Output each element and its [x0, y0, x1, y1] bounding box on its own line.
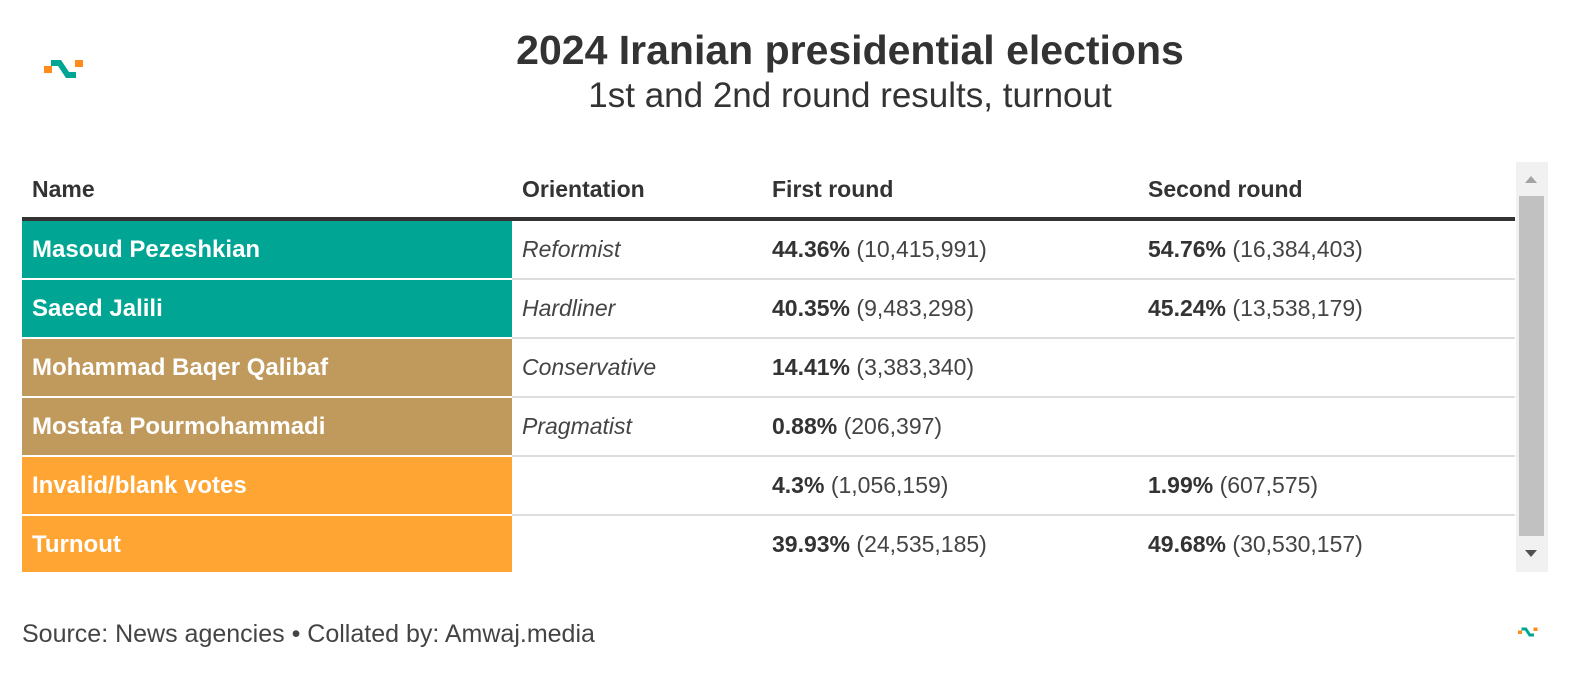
- first-round-percentage: 44.36%: [772, 236, 851, 262]
- column-header-orientation: Orientation: [512, 162, 762, 221]
- table-header-row: Name Orientation First round Second roun…: [22, 162, 1515, 221]
- row-second-round-cell: 1.99% (607,575): [1138, 456, 1515, 516]
- column-header-second-round: Second round: [1138, 162, 1515, 221]
- results-table: Name Orientation First round Second roun…: [22, 162, 1515, 572]
- chart-subtitle: 1st and 2nd round results, turnout: [588, 76, 1112, 115]
- row-first-round-cell: 14.41% (3,383,340): [762, 338, 1138, 398]
- table-row: Turnout 39.93% (24,535,185) 49.68% (30,530…: [22, 515, 1515, 572]
- amwaj-logo-icon: [44, 60, 83, 78]
- row-first-round-cell: 40.35% (9,483,298): [762, 279, 1138, 339]
- first-round-vote-count: (24,535,185): [856, 531, 987, 557]
- table-row: Mohammad Baqer Qalibaf Conservative 14.41%…: [22, 338, 1515, 398]
- chart-title: 2024 Iranian presidential elections: [516, 27, 1184, 73]
- row-second-round-cell: [1138, 338, 1515, 398]
- chart-header: 2024 Iranian presidential elections 1st …: [0, 26, 1592, 118]
- row-second-round-cell: 54.76% (16,384,403): [1138, 219, 1515, 280]
- scroll-thumb[interactable]: [1519, 196, 1544, 536]
- scroll-up-arrow-icon[interactable]: [1525, 176, 1537, 183]
- first-round-percentage: 0.88%: [772, 413, 838, 439]
- second-round-percentage: 1.99%: [1148, 472, 1214, 498]
- first-round-percentage: 40.35%: [772, 295, 851, 321]
- second-round-percentage: 45.24%: [1148, 295, 1227, 321]
- second-round-percentage: 49.68%: [1148, 531, 1227, 557]
- results-table-container[interactable]: Name Orientation First round Second roun…: [22, 162, 1515, 572]
- first-round-vote-count: (9,483,298): [856, 295, 975, 321]
- row-first-round-cell: 0.88% (206,397): [762, 397, 1138, 457]
- table-row: Masoud Pezeshkian Reformist 44.36% (10,415…: [22, 219, 1515, 280]
- second-round-vote-count: (30,530,157): [1232, 531, 1363, 557]
- row-second-round-cell: 45.24% (13,538,179): [1138, 279, 1515, 339]
- second-round-vote-count: (13,538,179): [1232, 295, 1363, 321]
- first-round-percentage: 14.41%: [772, 354, 851, 380]
- first-round-vote-count: (10,415,991): [856, 236, 987, 262]
- row-name: Mostafa Pourmohammadi: [22, 397, 512, 457]
- second-round-percentage: 54.76%: [1148, 236, 1227, 262]
- row-orientation: [512, 456, 762, 516]
- table-row: Saeed Jalili Hardliner 40.35% (9,483,298) 4…: [22, 279, 1515, 339]
- amwaj-small-logo-icon: [1518, 627, 1538, 637]
- first-round-percentage: 39.93%: [772, 531, 851, 557]
- first-round-vote-count: (206,397): [843, 413, 943, 439]
- row-orientation: Pragmatist: [512, 397, 762, 457]
- row-name: Mohammad Baqer Qalibaf: [22, 338, 512, 398]
- row-name: Masoud Pezeshkian: [22, 219, 512, 280]
- second-round-vote-count: (607,575): [1219, 472, 1319, 498]
- table-row: Mostafa Pourmohammadi Pragmatist 0.88% (20…: [22, 397, 1515, 457]
- source-note: Source: News agencies • Collated by: Amw…: [22, 620, 595, 648]
- second-round-vote-count: (16,384,403): [1232, 236, 1363, 262]
- table-body: Masoud Pezeshkian Reformist 44.36% (10,415…: [22, 219, 1515, 572]
- table-row: Invalid/blank votes 4.3% (1,056,159) 1.99%…: [22, 456, 1515, 516]
- first-round-percentage: 4.3%: [772, 472, 825, 498]
- column-header-name: Name: [22, 162, 512, 221]
- row-orientation: Hardliner: [512, 279, 762, 339]
- first-round-vote-count: (3,383,340): [856, 354, 975, 380]
- row-first-round-cell: 4.3% (1,056,159): [762, 456, 1138, 516]
- row-second-round-cell: [1138, 397, 1515, 457]
- row-second-round-cell: 49.68% (30,530,157): [1138, 515, 1515, 572]
- row-orientation: [512, 515, 762, 572]
- row-first-round-cell: 44.36% (10,415,991): [762, 219, 1138, 280]
- table-scrollbar[interactable]: [1516, 162, 1548, 572]
- column-header-first-round: First round: [762, 162, 1138, 221]
- first-round-vote-count: (1,056,159): [830, 472, 949, 498]
- row-name: Saeed Jalili: [22, 279, 512, 339]
- row-orientation: Conservative: [512, 338, 762, 398]
- row-first-round-cell: 39.93% (24,535,185): [762, 515, 1138, 572]
- scroll-down-arrow-icon[interactable]: [1525, 550, 1537, 557]
- row-orientation: Reformist: [512, 219, 762, 280]
- row-name: Turnout: [22, 515, 512, 572]
- row-name: Invalid/blank votes: [22, 456, 512, 516]
